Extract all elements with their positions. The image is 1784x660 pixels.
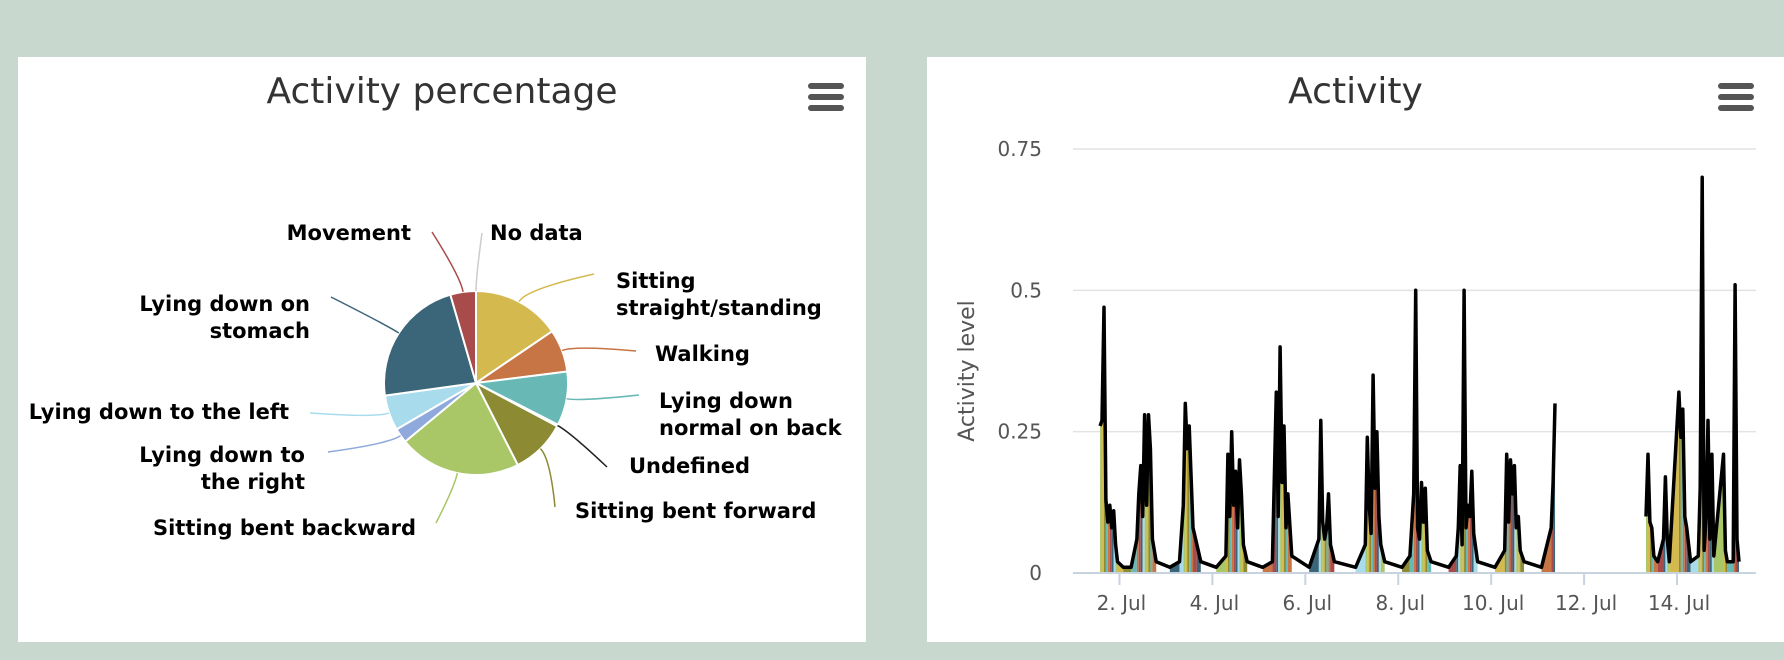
pie-label-sitting-bent-backward: Sitting bent backward <box>153 516 416 540</box>
pie-slice-lying-down-on-stomach[interactable] <box>383 293 478 397</box>
pie-connector-lying-down-normal-on-back <box>566 394 640 401</box>
pie-connector-lying-down-to-the-left <box>309 412 390 417</box>
x-tick-label: 4. Jul <box>1190 591 1240 615</box>
activity-area-segment <box>1187 426 1190 573</box>
y-tick-label: 0.5 <box>1010 278 1042 302</box>
pie-label-lying-down-to-the-right: Lying down to the right <box>139 443 305 494</box>
x-tick-label: 2. Jul <box>1097 591 1147 615</box>
pie-label-walking: Walking <box>655 342 750 366</box>
pie-connector-sitting-bent-forward <box>539 448 556 508</box>
pie-connector-sitting-bent-backward <box>435 472 459 524</box>
pie-connector-lying-down-on-stomach <box>330 296 400 334</box>
pie-connector-movement <box>431 231 464 293</box>
pie-slice-sitting-straight-standing[interactable] <box>475 289 554 385</box>
x-tick-label: 8. Jul <box>1375 591 1425 615</box>
activity-panel: Activity 0 0.25 0.5 0.75 Activity level 2. Ju… <box>927 57 1784 642</box>
pie-label-undefined: Undefined <box>629 454 750 478</box>
pie-chart-title: Activity percentage <box>266 71 618 112</box>
activity-area-segment <box>1100 420 1103 573</box>
pie-chart-menu-icon[interactable] <box>808 83 844 115</box>
pie-connector-no-data <box>475 232 483 292</box>
pie-label-sitting-bent-forward: Sitting bent forward <box>575 499 816 523</box>
activity-area-segment <box>1467 505 1470 573</box>
activity-chart-menu-icon[interactable] <box>1718 83 1754 115</box>
activity-area-segment <box>1727 561 1734 573</box>
x-tick-label: 12. Jul <box>1555 591 1617 615</box>
x-tick-label: 6. Jul <box>1283 591 1333 615</box>
x-tick-label: 14. Jul <box>1648 591 1710 615</box>
activity-percentage-panel: Activity percentage Sitting straight/stan… <box>18 57 866 642</box>
pie-label-lying-down-to-the-left: Lying down to the left <box>29 400 289 424</box>
activity-chart: 0 0.25 0.5 0.75 Activity level 2. Jul 4. Jul 6.… <box>955 137 1756 615</box>
pie-connector-lying-down-to-the-right <box>327 435 401 453</box>
pie-label-sitting-straight-standing: Sitting straight/standing <box>616 269 822 320</box>
activity-chart-title: Activity <box>1288 71 1423 112</box>
y-axis-title: Activity level <box>955 300 980 442</box>
pie-label-lying-down-on-stomach: Lying down on stomach <box>139 292 310 343</box>
pie-label-lying-down-normal-on-back: Lying down normal on back <box>659 389 843 440</box>
pie-chart: Sitting straight/standing Walking Lying dow… <box>29 221 843 540</box>
x-tick-label: 10. Jul <box>1462 591 1524 615</box>
pie-label-no-data: No data <box>490 221 583 245</box>
y-tick-label: 0.25 <box>997 420 1042 444</box>
pie-label-movement: Movement <box>287 221 411 245</box>
pie-connector-undefined <box>557 424 608 468</box>
y-tick-label: 0.75 <box>997 137 1042 161</box>
y-tick-label: 0 <box>1029 561 1042 585</box>
pie-connector-walking <box>561 347 637 352</box>
pie-connector-sitting-straight-standing <box>518 273 595 303</box>
activity-line[interactable] <box>1098 175 1741 570</box>
